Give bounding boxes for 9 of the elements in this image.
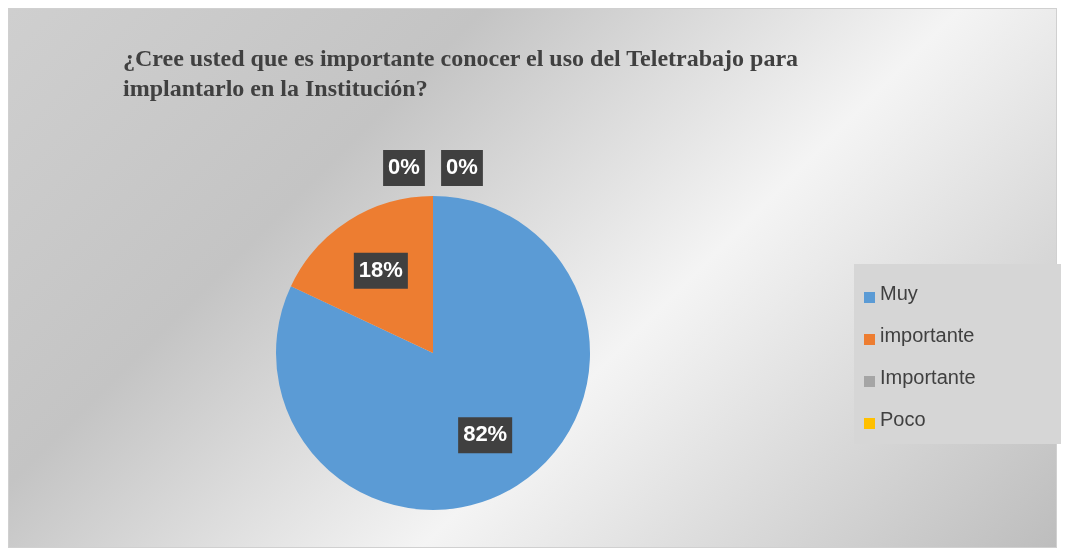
legend-label: Poco [880, 407, 926, 431]
legend-label: Muy [880, 281, 918, 305]
legend-label: Importante [880, 365, 976, 389]
chart-title: ¿Cree usted que es importante conocer el uso del Teletrabajo para implantarlo en la Institución? [123, 44, 800, 103]
text: 0% [446, 154, 478, 180]
data-label: 82% [463, 421, 508, 447]
data-label: 18% [358, 256, 403, 282]
text: 0% [388, 154, 420, 180]
legend-label: importante [880, 323, 975, 347]
